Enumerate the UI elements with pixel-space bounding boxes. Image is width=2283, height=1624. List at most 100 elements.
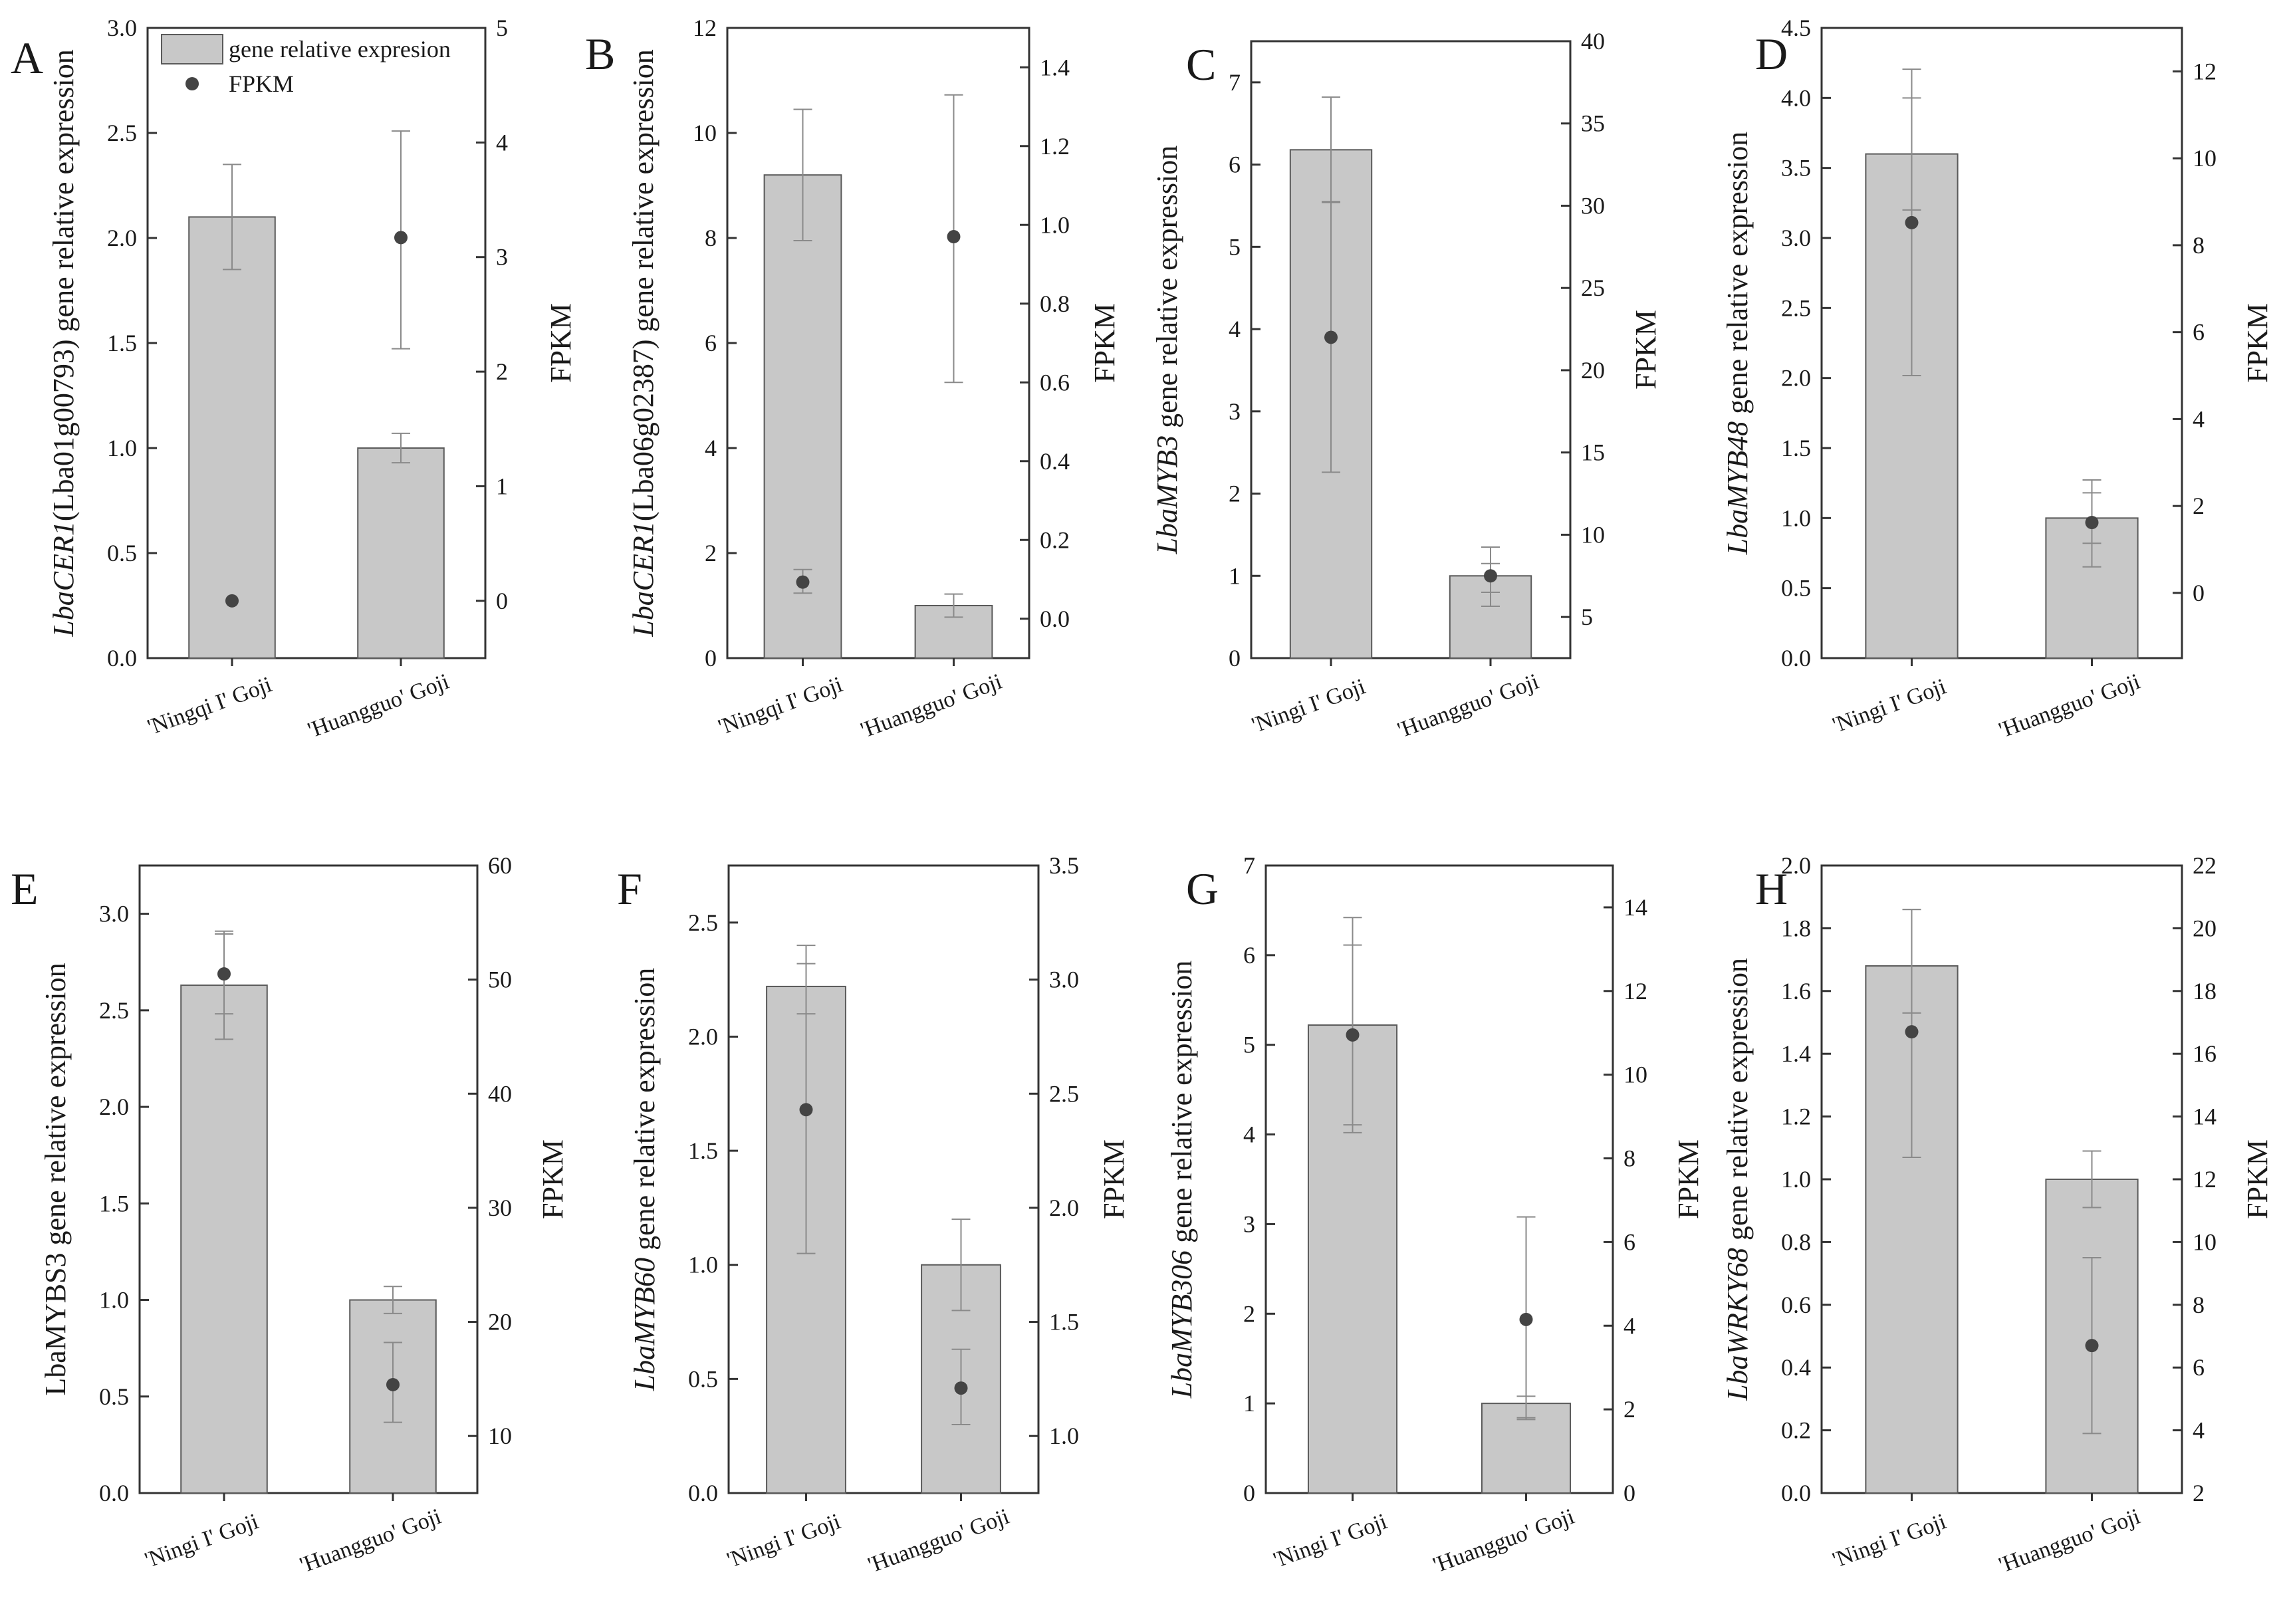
bar-error-2 bbox=[951, 1218, 971, 1312]
y-tick-label: 0 bbox=[1229, 645, 1241, 671]
y2-axis-title: FPKM bbox=[2241, 1139, 2274, 1219]
y-tick-label: 0 bbox=[1243, 1480, 1255, 1506]
y2-tick-label: 0.6 bbox=[1040, 369, 1070, 396]
y2-tick-label: 20 bbox=[488, 1309, 512, 1335]
y-axis-title-gene: LbaMYB48 bbox=[1721, 421, 1754, 555]
y-tick-label: 1.0 bbox=[1781, 1166, 1811, 1193]
x-tick-label: 'Ningqi I' Goji bbox=[144, 672, 275, 740]
y-tick-label: 0.5 bbox=[1781, 575, 1811, 602]
y-tick-label: 10 bbox=[693, 120, 717, 146]
chart-f: 0.0 0.5 1.0 1.5 2.0 2.5 1.0 1.5 2.0 2.5 3.0 3.5 'Nin… bbox=[628, 852, 1130, 1578]
panel-letter-b: B bbox=[585, 29, 615, 79]
plot-frame bbox=[727, 864, 1040, 1494]
y-tick-label: 2.0 bbox=[1781, 852, 1811, 879]
y2-tick-label: 0.0 bbox=[1040, 606, 1070, 632]
y-axis-title-text: LbaMYBS3 gene relative expression bbox=[39, 963, 72, 1395]
y-tick-label: 1.5 bbox=[99, 1190, 129, 1217]
chart-d: 0.0 0.5 1.0 1.5 2.0 2.5 3.0 3.5 4.0 4.5 0 2 4 6 8 10 12 '… bbox=[1721, 15, 2274, 743]
y-axis-title-text: gene relative expression bbox=[1721, 132, 1754, 421]
y2-tick-label: 1.0 bbox=[1049, 1423, 1079, 1449]
panel-c: C 0 1 2 3 4 5 6 7 5 10 15 20 25 30 35 40 'Ningi I' Goji '… bbox=[1151, 28, 1662, 743]
x-tick-label: 'Huangguo' Goji bbox=[304, 669, 452, 743]
y2-axis-title: FPKM bbox=[544, 303, 577, 383]
y2-tick-label: 20 bbox=[1581, 357, 1605, 384]
y2-tick-label: 14 bbox=[1623, 894, 1647, 921]
chart-h: 0.0 0.2 0.4 0.6 0.8 1.0 1.2 1.4 1.6 1.8 2.0 2 4 6 8 10 1… bbox=[1721, 852, 2274, 1578]
y-tick-label: 1.8 bbox=[1781, 915, 1811, 941]
y-tick-label: 0.0 bbox=[688, 1480, 718, 1506]
plot-frame bbox=[1250, 40, 1572, 659]
legend-bar-swatch bbox=[161, 34, 223, 64]
y-axis-title-gene: LbaCER1 bbox=[627, 521, 660, 638]
fpkm-point-2 bbox=[947, 230, 961, 244]
legend-bar-label: gene relative expresion bbox=[229, 36, 451, 62]
y-axis-title-gene: LbaCER1 bbox=[47, 521, 80, 638]
y-axis-title: LbaCER1(Lba06g02387) gene relative expre… bbox=[627, 49, 660, 637]
y-tick-label: 0.0 bbox=[107, 645, 137, 671]
y2-tick-label: 15 bbox=[1581, 439, 1605, 466]
y-tick-label: 1.4 bbox=[1781, 1040, 1811, 1067]
bar-1 bbox=[188, 216, 276, 659]
y-tick-label: 2.5 bbox=[107, 120, 137, 146]
y-axis-title-gene: LbaMYB3 bbox=[1151, 435, 1183, 554]
plot-frame bbox=[138, 864, 479, 1494]
fpkm-point-1 bbox=[796, 575, 810, 589]
y2-tick-label: 18 bbox=[2193, 978, 2217, 1004]
y-tick-label: 2.0 bbox=[688, 1023, 718, 1050]
bar-error-2 bbox=[392, 432, 410, 464]
y-tick-label: 1.5 bbox=[688, 1137, 718, 1164]
bar-error-1 bbox=[793, 108, 812, 241]
legend: gene relative expresion FPKM bbox=[161, 34, 451, 97]
y-tick-label: 6 bbox=[705, 330, 717, 356]
y2-tick-label: 6 bbox=[1623, 1228, 1635, 1255]
bar-error-2 bbox=[384, 1286, 402, 1314]
y-axis-title: LbaMYB60 gene relative expression bbox=[628, 968, 661, 1392]
y2-tick-label: 10 bbox=[1623, 1062, 1647, 1088]
y-tick-label: 3 bbox=[1243, 1211, 1255, 1237]
y2-tick-label: 35 bbox=[1581, 110, 1605, 137]
y2-tick-label: 0.4 bbox=[1040, 448, 1070, 475]
y2-tick-label: 2 bbox=[2193, 493, 2205, 519]
plot-frame bbox=[1264, 864, 1614, 1494]
panel-letter-d: D bbox=[1755, 29, 1788, 79]
x-tick-label: 'Ningqi I' Goji bbox=[715, 672, 846, 740]
y-tick-label: 3 bbox=[1229, 398, 1241, 425]
x-tick-label: 'Ningi I' Goji bbox=[724, 1509, 844, 1573]
y2-tick-label: 0.8 bbox=[1040, 290, 1070, 317]
panel-letter-f: F bbox=[617, 864, 642, 914]
y-tick-label: 2.5 bbox=[99, 997, 129, 1024]
y-tick-label: 2 bbox=[1243, 1300, 1255, 1327]
y2-tick-label: 4 bbox=[2193, 406, 2205, 432]
x-tick-label: 'Ningi I' Goji bbox=[1830, 1509, 1949, 1573]
y2-axis-title: FPKM bbox=[1672, 1139, 1705, 1219]
y2-tick-label: 12 bbox=[1623, 978, 1647, 1004]
y2-tick-label: 3.0 bbox=[1049, 967, 1079, 993]
y-axis-title-gene: LbaWRKY68 bbox=[1721, 1248, 1754, 1401]
chart-e: 0.0 0.5 1.0 1.5 2.0 2.5 3.0 10 20 30 40 50 60 'Ningi … bbox=[39, 852, 569, 1578]
y2-tick-label: 6 bbox=[2193, 1354, 2205, 1381]
panel-letter-e: E bbox=[11, 864, 39, 914]
y-tick-label: 3.0 bbox=[1781, 225, 1811, 251]
fpkm-point-2 bbox=[394, 231, 408, 245]
panel-letter-g: G bbox=[1186, 864, 1219, 914]
x-tick-label: 'Ningi I' Goji bbox=[1249, 674, 1368, 738]
x-tick-label: 'Ningi I' Goji bbox=[1270, 1509, 1390, 1573]
y-tick-label: 0.5 bbox=[688, 1365, 718, 1392]
y-axis-title-gene: LbaMYB306 bbox=[1165, 1250, 1198, 1399]
y2-tick-label: 0 bbox=[1623, 1480, 1635, 1506]
y2-tick-label: 4 bbox=[496, 129, 508, 156]
panel-e: E 0.0 0.5 1.0 1.5 2.0 2.5 3.0 10 20 30 40 50 60 'Ning… bbox=[11, 852, 569, 1578]
fpkm-point-2 bbox=[954, 1381, 968, 1395]
fpkm-point-1 bbox=[217, 967, 231, 981]
x-tick-label: 'Huangguo' Goji bbox=[1430, 1504, 1578, 1578]
y2-tick-label: 5 bbox=[1581, 604, 1593, 630]
fpkm-point-1 bbox=[225, 594, 239, 608]
x-tick-label: 'Huangguo' Goji bbox=[865, 1504, 1013, 1578]
fpkm-point-1 bbox=[1324, 330, 1338, 344]
y2-tick-label: 40 bbox=[488, 1080, 512, 1107]
y-tick-label: 4 bbox=[1243, 1121, 1255, 1148]
legend-point-label: FPKM bbox=[229, 70, 294, 97]
y-tick-label: 0.6 bbox=[1781, 1292, 1811, 1318]
fpkm-point-1 bbox=[1905, 215, 1919, 229]
